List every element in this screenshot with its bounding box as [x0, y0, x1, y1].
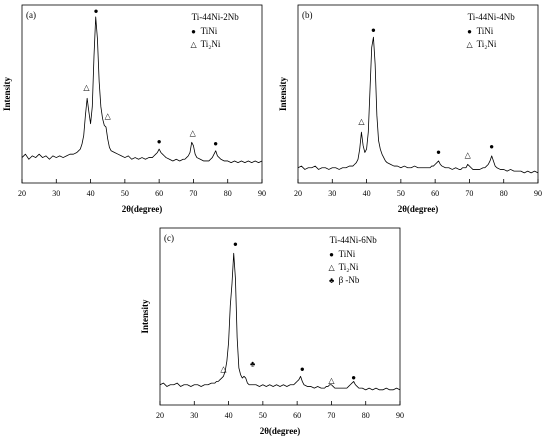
x-tick-label: 50 [397, 189, 405, 198]
legend-label: TiNi [201, 26, 218, 36]
panel-label: (c) [164, 233, 174, 243]
x-tick-label: 40 [225, 411, 233, 420]
x-tick-label: 60 [293, 411, 301, 420]
x-tick-label: 40 [363, 189, 371, 198]
x-tick-label: 60 [155, 189, 163, 198]
peak-marker: ● [351, 373, 356, 382]
peak-marker: △ [105, 112, 112, 121]
x-tick-label: 80 [500, 189, 508, 198]
sample-name: Ti-44Ni-6Nb [330, 235, 378, 245]
x-tick-label: 30 [190, 411, 198, 420]
legend-label: Ti₂Ni [477, 39, 497, 49]
legend-symbol: △ [329, 263, 336, 272]
legend-label: β -Nb [339, 275, 360, 285]
legend-symbol: △ [191, 40, 198, 49]
x-tick-label: 20 [156, 411, 164, 420]
peak-marker: ● [489, 142, 494, 151]
peak-marker: △ [83, 83, 90, 92]
legend-symbol: ♣ [329, 276, 335, 285]
x-tick-label: 80 [224, 189, 232, 198]
legend-label: Ti₂Ni [201, 39, 221, 49]
legend-label: Ti₂Ni [339, 262, 359, 272]
xrd-curve [159, 252, 401, 391]
plot-frame [21, 4, 263, 184]
y-axis-label: Intensity [2, 77, 12, 112]
x-tick-label: 80 [362, 411, 370, 420]
legend-symbol: ● [329, 250, 334, 259]
x-axis-label: 2θ(degree) [260, 426, 301, 436]
peak-marker: △ [328, 376, 335, 385]
legend-symbol: ● [191, 27, 196, 36]
peak-marker: ● [94, 7, 99, 16]
legend-label: TiNi [477, 26, 494, 36]
x-tick-label: 30 [52, 189, 60, 198]
plot-frame [159, 227, 401, 406]
x-tick-label: 90 [396, 411, 404, 420]
panel-label: (a) [26, 10, 36, 20]
x-tick-label: 90 [534, 189, 542, 198]
x-tick-label: 20 [294, 189, 302, 198]
x-tick-label: 70 [327, 411, 335, 420]
plot-frame [297, 4, 539, 184]
peak-marker: △ [220, 364, 227, 373]
x-tick-label: 50 [259, 411, 267, 420]
peak-marker: ● [436, 147, 441, 156]
x-tick-label: 50 [121, 189, 129, 198]
x-axis-label: 2θ(degree) [398, 204, 439, 214]
x-tick-label: 70 [465, 189, 473, 198]
y-axis-label: Intensity [278, 77, 288, 112]
peak-marker: ♣ [250, 359, 256, 368]
x-axis-label: 2θ(degree) [122, 204, 163, 214]
x-tick-label: 20 [18, 189, 26, 198]
xrd-curve [21, 16, 263, 164]
peak-marker: ● [157, 137, 162, 146]
sample-name: Ti-44Ni-2Nb [192, 12, 240, 22]
peak-marker: ● [371, 25, 376, 34]
x-tick-label: 60 [431, 189, 439, 198]
sample-name: Ti-44Ni-4Nb [468, 12, 516, 22]
xrd-curve [297, 36, 539, 174]
peak-marker: ● [300, 364, 305, 373]
x-tick-label: 70 [189, 189, 197, 198]
x-tick-label: 90 [258, 189, 266, 198]
legend-label: TiNi [339, 249, 356, 259]
y-axis-label: Intensity [140, 299, 150, 334]
peak-marker: ● [213, 139, 218, 148]
peak-marker: △ [190, 129, 197, 138]
x-tick-label: 40 [87, 189, 95, 198]
legend-symbol: △ [467, 40, 474, 49]
legend-symbol: ● [467, 27, 472, 36]
peak-marker: ● [233, 240, 238, 249]
panel-label: (b) [302, 10, 313, 20]
peak-marker: △ [465, 151, 472, 160]
peak-marker: △ [358, 117, 365, 126]
x-tick-label: 30 [328, 189, 336, 198]
